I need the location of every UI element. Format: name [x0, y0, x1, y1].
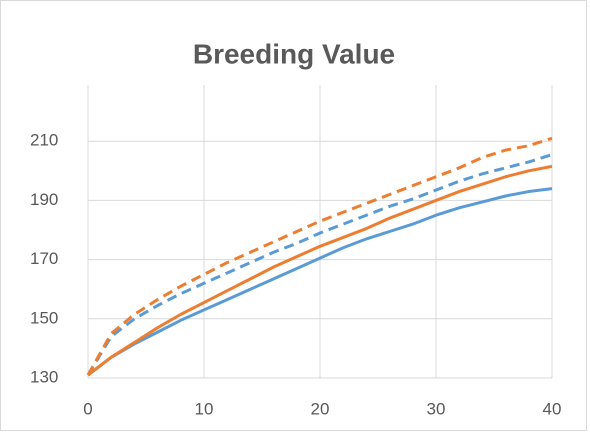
chart-title: Breeding Value	[193, 38, 395, 69]
series-line	[87, 164, 553, 377]
series-line	[86, 136, 553, 376]
x-tick-label: 30	[427, 399, 446, 418]
series-line	[87, 187, 553, 377]
y-tick-label: 150	[30, 308, 58, 327]
x-tick-label: 0	[83, 399, 92, 418]
y-tick-label: 170	[30, 249, 58, 268]
x-tick-label: 40	[543, 399, 562, 418]
y-tick-label: 210	[30, 131, 58, 150]
series-line	[86, 153, 553, 376]
x-tick-label: 20	[311, 399, 330, 418]
y-tick-label: 130	[30, 367, 58, 386]
y-tick-label: 190	[30, 190, 58, 209]
x-tick-label: 10	[195, 399, 214, 418]
